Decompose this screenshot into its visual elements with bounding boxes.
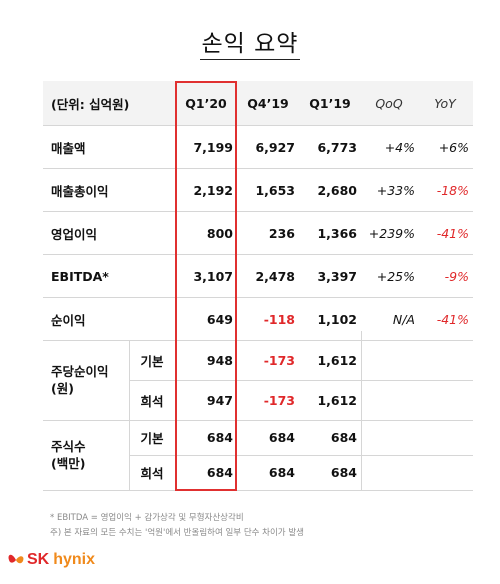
cell-q1-20: 3,107 <box>193 268 233 284</box>
cell-q1-20: 649 <box>206 311 233 327</box>
row-label: 영업이익 <box>51 226 98 242</box>
cell-q4-19: -173 <box>263 352 295 368</box>
table-row: 매출총이익 2,192 1,653 2,680 +33% -18% <box>43 168 473 211</box>
cell-q4-19: 6,927 <box>255 139 295 155</box>
cell-q1-19: 6,773 <box>317 139 357 155</box>
cell-q4-19: 236 <box>268 225 295 241</box>
table-row: 희석 684 684 684 <box>43 455 473 490</box>
col-q1-19-header: Q1’19 <box>309 95 351 111</box>
eps-group: 주당순이익 (원) <box>43 340 473 420</box>
q1-20-highlight-frame <box>175 81 237 491</box>
cell-q1-19: 1,366 <box>317 225 357 241</box>
cell-yoy: -9% <box>444 268 469 284</box>
cell-q1-19: 2,680 <box>317 182 357 198</box>
divider <box>129 340 130 490</box>
cell-q1-20: 684 <box>206 465 233 480</box>
cell-qoq: N/A <box>392 311 415 327</box>
butterfly-logo-icon <box>8 554 24 564</box>
row-label: EBITDA* <box>51 268 109 284</box>
footnotes: * EBITDA = 영업이익 + 감가상각 및 무형자산상각비 주) 본 자료… <box>50 511 304 541</box>
divider <box>43 490 473 491</box>
shares-basic-label: 기본 <box>140 431 164 446</box>
cell-yoy: +6% <box>438 139 469 155</box>
cell-q1-19: 684 <box>330 465 357 480</box>
cell-q1-19: 1,102 <box>317 311 357 327</box>
income-summary-table: (단위: 십억원) Q1’20 Q4’19 Q1’19 QoQ YoY 매출액 … <box>43 81 473 491</box>
divider <box>129 455 473 456</box>
cell-q1-19: 684 <box>330 430 357 445</box>
divider <box>129 380 473 381</box>
col-yoy-header: YoY <box>434 95 456 111</box>
cell-q1-20: 948 <box>206 352 233 368</box>
cell-qoq: +4% <box>384 139 415 155</box>
cell-qoq: +25% <box>376 268 415 284</box>
sk-hynix-logo: SK hynix <box>6 550 95 570</box>
col-q4-19-header: Q4’19 <box>247 95 289 111</box>
footnote-rounding: 주) 본 자료의 모든 수치는 '억원'에서 반올림하여 일부 단수 차이가 발… <box>50 528 304 538</box>
cell-q4-19: -173 <box>263 392 295 408</box>
cell-q4-19: 2,478 <box>255 268 295 284</box>
shares-group-label: 주식수 (백만) <box>51 439 86 471</box>
logo-sk-text: SK <box>27 551 50 568</box>
cell-q4-19: 684 <box>268 465 295 480</box>
col-qoq-header: QoQ <box>375 95 403 111</box>
footnote-ebitda: * EBITDA = 영업이익 + 감가상각 및 무형자산상각비 <box>50 513 244 523</box>
shares-diluted-label: 희석 <box>140 466 164 481</box>
cell-q1-19: 3,397 <box>317 268 357 284</box>
cell-qoq: +33% <box>376 182 415 198</box>
cell-q4-19: 684 <box>268 430 295 445</box>
table-header-row: (단위: 십억원) Q1’20 Q4’19 Q1’19 QoQ YoY <box>43 81 473 125</box>
eps-group-label: 주당순이익 (원) <box>51 364 109 396</box>
table-row: 영업이익 800 236 1,366 +239% -41% <box>43 211 473 254</box>
cell-yoy: -41% <box>436 311 469 327</box>
cell-q1-19: 1,612 <box>317 392 357 408</box>
cell-q1-20: 684 <box>206 430 233 445</box>
shares-group: 주식수 (백만) <box>43 420 473 490</box>
cell-q1-20: 2,192 <box>193 182 233 198</box>
table-row: 기본 684 684 684 <box>43 420 473 455</box>
cell-yoy: -41% <box>436 225 469 241</box>
unit-label: (단위: 십억원) <box>51 96 130 112</box>
table-row: 순이익 649 -118 1,102 N/A -41% <box>43 297 473 340</box>
cell-q4-19: -118 <box>263 311 295 327</box>
cell-q1-19: 1,612 <box>317 352 357 368</box>
table-row: 매출액 7,199 6,927 6,773 +4% +6% <box>43 125 473 168</box>
cell-q1-20: 947 <box>206 392 233 408</box>
table-row: 기본 948 -173 1,612 <box>43 340 473 380</box>
col-q1-20-header: Q1’20 <box>185 95 227 111</box>
table-row: 희석 947 -173 1,612 <box>43 380 473 420</box>
cell-q1-20: 800 <box>206 225 233 241</box>
row-label: 매출총이익 <box>51 183 109 199</box>
cell-yoy: -18% <box>436 182 469 198</box>
divider <box>361 331 362 491</box>
page-title: 손익 요약 <box>0 24 500 60</box>
cell-q4-19: 1,653 <box>255 182 295 198</box>
row-label: 순이익 <box>51 312 86 328</box>
cell-q1-20: 7,199 <box>193 139 233 155</box>
eps-basic-label: 기본 <box>140 353 164 369</box>
eps-diluted-label: 희석 <box>140 393 164 409</box>
cell-qoq: +239% <box>368 225 415 241</box>
table-row: EBITDA* 3,107 2,478 3,397 +25% -9% <box>43 254 473 297</box>
logo-hynix-text: hynix <box>53 551 96 568</box>
row-label: 매출액 <box>51 140 86 156</box>
